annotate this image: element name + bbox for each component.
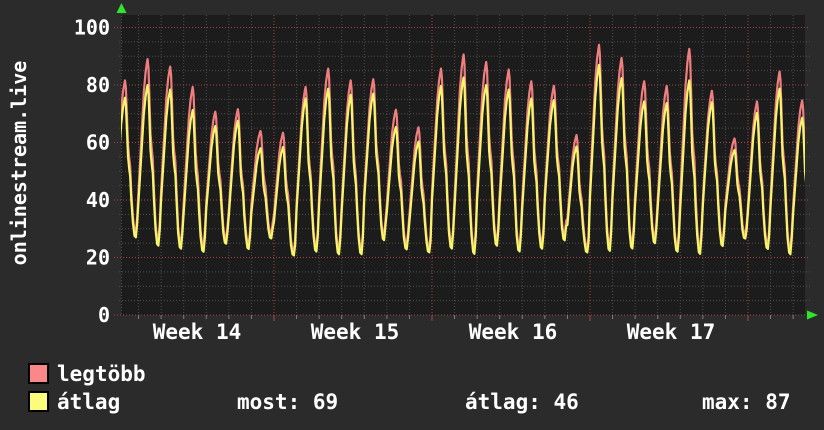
- y-axis-arrow-icon: [116, 3, 127, 13]
- y-axis-tick-label: 100: [74, 16, 110, 40]
- x-axis-week-label: Week 16: [469, 320, 558, 344]
- vertical-axis-title: onlinestream.live: [7, 60, 31, 266]
- legtobb-legend-swatch: [28, 363, 49, 384]
- x-axis-arrow-icon: [807, 310, 818, 320]
- stat-max: max: 87: [702, 390, 791, 414]
- stat-most: most: 69: [237, 390, 339, 414]
- x-axis-week-label: Week 14: [153, 320, 242, 344]
- stat-atlag: átlag: 46: [465, 390, 579, 414]
- atlag-series-line: [121, 63, 805, 257]
- grid-minor: [119, 13, 810, 315]
- y-axis-tick-label: 0: [98, 303, 110, 327]
- y-axis-tick-label: 20: [86, 246, 110, 270]
- y-axis-tick-label: 60: [86, 131, 110, 155]
- axis-ticks: [138, 315, 794, 321]
- y-axis-tick-label: 40: [86, 188, 110, 212]
- x-axis-week-label: Week 15: [311, 320, 400, 344]
- atlag-legend-swatch: [28, 391, 49, 412]
- usage-graph: 0 20 40 60 80 100 Week 14 Week 15 Week 1…: [74, 3, 818, 344]
- series-area: [121, 43, 805, 257]
- y-axis-tick-label: 80: [86, 73, 110, 97]
- atlag-legend-label: átlag: [57, 390, 121, 414]
- legtobb-legend-label: legtöbb: [57, 362, 146, 386]
- x-axis-week-label: Week 17: [627, 320, 716, 344]
